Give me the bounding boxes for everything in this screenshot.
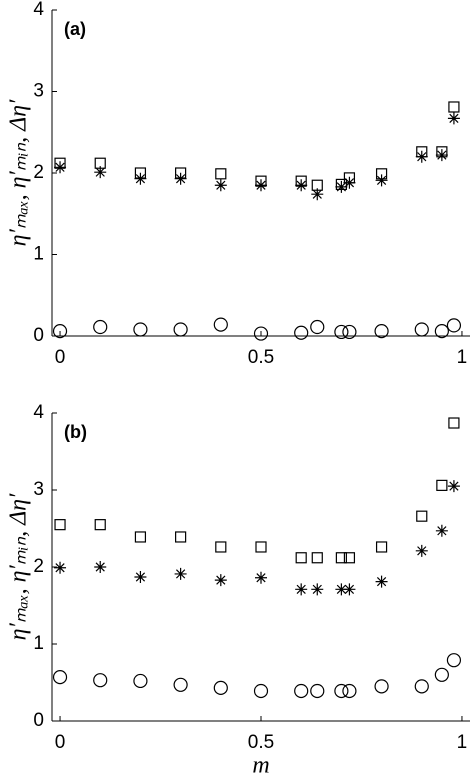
circle-marker: [133, 673, 148, 689]
asterisk-marker: [255, 571, 267, 584]
circle-marker: [446, 318, 462, 333]
asterisk-marker: [435, 524, 448, 537]
square-marker: [448, 417, 460, 429]
asterisk-marker: [94, 561, 107, 573]
y-tick-label: 2: [33, 556, 44, 577]
asterisk-marker: [214, 179, 227, 192]
asterisk-marker: [343, 176, 356, 189]
asterisk-marker: [343, 583, 356, 596]
circle-marker: [310, 683, 325, 699]
asterisk-marker: [375, 575, 388, 588]
x-tick-label: 1: [457, 347, 468, 368]
y-axis-label: η′ₘₐₓ, η′ₘᵢₙ, Δη′: [6, 99, 32, 246]
asterisk-marker: [214, 574, 227, 587]
square-marker: [343, 552, 356, 564]
y-tick-label: 1: [33, 244, 44, 265]
circle-marker: [342, 683, 357, 699]
circle-marker: [334, 683, 349, 699]
square-marker: [311, 552, 323, 564]
square-marker: [436, 479, 448, 491]
circle-marker: [414, 322, 429, 337]
asterisk-marker: [174, 172, 187, 185]
circle-marker: [173, 322, 188, 337]
x-tick-label: 0.5: [248, 347, 274, 368]
circle-marker: [213, 680, 228, 695]
asterisk-marker: [447, 112, 460, 125]
circle-marker: [434, 324, 449, 339]
square-marker: [54, 519, 66, 531]
y-tick-label: 0: [33, 325, 44, 346]
asterisk-marker: [375, 174, 388, 187]
square-marker: [134, 531, 147, 543]
square-marker: [375, 541, 388, 553]
y-tick-label: 4: [33, 402, 44, 423]
asterisk-marker: [335, 583, 348, 596]
square-marker: [416, 510, 428, 522]
circle-marker: [414, 679, 429, 694]
circle-marker: [342, 324, 357, 340]
circle-marker: [310, 319, 325, 335]
circle-marker: [93, 673, 108, 688]
asterisk-marker: [94, 166, 107, 179]
asterisk-marker: [295, 179, 308, 192]
circle-marker: [334, 324, 349, 340]
panel-label: (b): [64, 422, 87, 442]
y-tick-label: 4: [33, 0, 44, 20]
square-marker: [215, 541, 227, 553]
circle-marker: [253, 326, 269, 341]
asterisk-marker: [134, 571, 147, 584]
y-tick-label: 3: [33, 81, 44, 102]
circle-marker: [434, 667, 449, 682]
square-marker: [255, 541, 267, 553]
asterisk-marker: [415, 544, 428, 557]
square-marker: [175, 531, 187, 543]
y-tick-label: 1: [33, 633, 44, 654]
y-tick-label: 0: [33, 710, 44, 731]
circle-marker: [374, 679, 389, 694]
y-axis-label: η′ₘₐₓ, η′ₘᵢₙ, Δη′: [6, 493, 32, 640]
asterisk-marker: [54, 561, 67, 574]
asterisk-marker: [435, 149, 448, 162]
circle-marker: [133, 322, 148, 337]
x-tick-label: 1: [457, 732, 468, 753]
square-marker: [295, 552, 307, 564]
circle-marker: [253, 683, 269, 699]
asterisk-marker: [255, 179, 267, 192]
asterisk-marker: [415, 150, 428, 163]
x-tick-label: 0: [55, 732, 66, 753]
asterisk-marker: [134, 172, 147, 185]
asterisk-marker: [311, 583, 324, 596]
circle-marker: [294, 325, 309, 340]
circle-marker: [93, 319, 108, 335]
x-tick-label: 0: [55, 347, 66, 368]
asterisk-marker: [311, 188, 324, 201]
circle-marker: [446, 653, 462, 668]
square-marker: [335, 552, 347, 564]
circle-marker: [173, 677, 188, 692]
y-tick-label: 2: [33, 162, 44, 183]
x-axis-label: m: [252, 753, 269, 779]
circle-marker: [294, 683, 309, 699]
circle-marker: [52, 324, 68, 339]
circle-marker: [52, 670, 68, 685]
circle-marker: [213, 317, 228, 332]
x-tick-label: 0.5: [248, 732, 274, 753]
square-marker: [94, 519, 106, 531]
square-marker: [448, 101, 460, 113]
panel-label: (a): [64, 19, 86, 39]
asterisk-marker: [447, 480, 460, 493]
asterisk-marker: [295, 583, 308, 596]
square-marker: [215, 168, 227, 180]
asterisk-marker: [54, 161, 67, 174]
y-tick-label: 3: [33, 479, 44, 500]
asterisk-marker: [174, 567, 187, 580]
asterisk-marker: [335, 180, 348, 193]
circle-marker: [374, 324, 389, 339]
